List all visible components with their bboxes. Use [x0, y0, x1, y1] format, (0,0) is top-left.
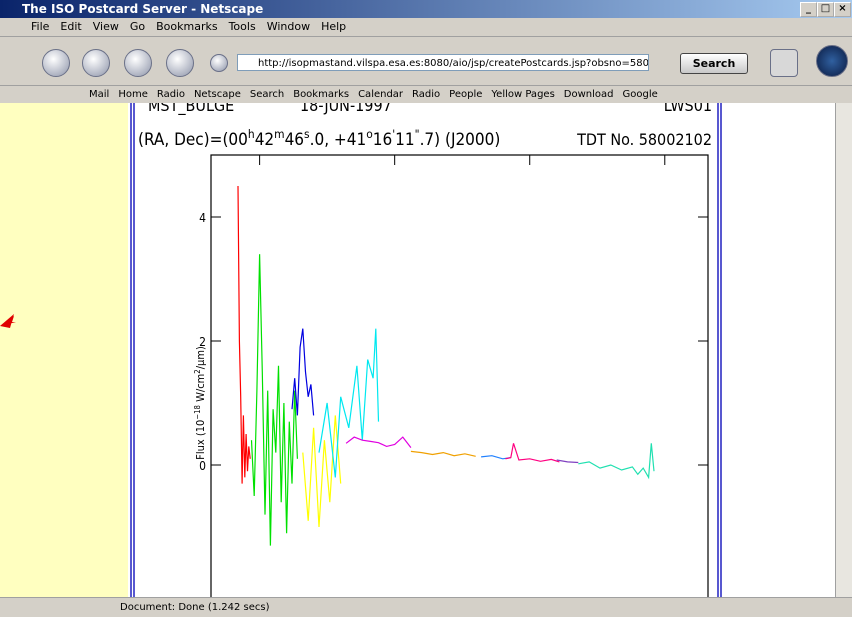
bookmark-item[interactable]: Download [564, 89, 614, 100]
y-axis-label-part: W/cm [194, 374, 207, 405]
coordinates-part: 42 [255, 130, 274, 150]
spectrum-line [238, 186, 250, 484]
menu-bar: File Edit View Go Bookmarks Tools Window Help [0, 18, 852, 37]
plot-frame [211, 155, 708, 597]
reload-button[interactable] [124, 49, 152, 77]
status-text: Document: Done (1.242 secs) [120, 602, 270, 613]
aot-name: LWS01 [664, 103, 712, 115]
bookmark-item[interactable]: Yellow Pages [491, 89, 554, 100]
y-axis-label-part: −18 [193, 405, 202, 420]
spectrum-line [505, 443, 559, 462]
scrollbar[interactable] [835, 103, 852, 597]
bookmark-item[interactable]: Home [118, 89, 148, 100]
forward-button[interactable] [82, 49, 110, 77]
bookmark-item[interactable]: Radio [412, 89, 440, 100]
y-tick-label: 2 [199, 335, 206, 349]
bookmark-item[interactable]: People [449, 89, 482, 100]
minimize-button[interactable]: _ [800, 2, 817, 17]
search-button[interactable]: Search [680, 53, 748, 74]
y-axis-label: Flux (10−18 W/cm2/μm) [193, 346, 208, 460]
side-panel [0, 103, 128, 597]
y-tick-label: 4 [199, 211, 206, 225]
red-arrow [0, 308, 20, 338]
menu-item[interactable]: Edit [60, 20, 81, 33]
back-button[interactable] [42, 49, 70, 77]
bookmark-item[interactable]: Radio [157, 89, 185, 100]
status-bar: Document: Done (1.242 secs) [0, 597, 852, 617]
menu-item[interactable]: View [93, 20, 119, 33]
spectrum-line [578, 443, 654, 477]
spectrum-line [411, 451, 476, 456]
coordinates: (RA, Dec)=(00h42m46s.0, +41o16'11".7) (J… [138, 127, 500, 150]
url-field[interactable]: http://isopmastand.vilspa.esa.es:8080/ai… [237, 54, 649, 71]
personal-toolbar: Mail Home Radio Netscape Search Bookmarks Cale… [0, 86, 852, 103]
coordinates-part: 11 [395, 130, 414, 150]
spectrum-line [346, 437, 411, 448]
coordinates-part: .0, +41 [310, 130, 367, 150]
y-axis-label-part: /μm) [194, 346, 207, 369]
spectrum-line [557, 460, 579, 463]
spectrum-line [252, 254, 298, 545]
go-button[interactable] [210, 54, 228, 72]
y-tick-label: 0 [199, 459, 206, 473]
menu-item[interactable]: Help [321, 20, 346, 33]
object-name: MST_BULGE [148, 103, 234, 116]
bookmark-item[interactable]: Bookmarks [293, 89, 349, 100]
coordinates-part: 46 [285, 130, 304, 150]
tdt-number: TDT No. 58002102 [576, 130, 712, 149]
obs-date: 18-JUN-1997 [300, 103, 392, 115]
maximize-button[interactable]: □ [817, 2, 834, 17]
stop-button[interactable] [166, 49, 194, 77]
print-button[interactable] [770, 49, 798, 77]
coordinates-part: m [274, 127, 284, 141]
bookmark-item[interactable]: Search [250, 89, 284, 100]
menu-item[interactable]: File [31, 20, 49, 33]
netscape-logo[interactable] [816, 45, 848, 77]
coordinates-part: (RA, Dec)=(00 [138, 130, 248, 150]
coordinates-part: 16 [373, 130, 392, 150]
y-axis-label-part: Flux (10 [194, 420, 207, 460]
bookmark-item[interactable]: Calendar [358, 89, 403, 100]
spectrum-line [319, 329, 379, 478]
menu-item[interactable]: Tools [229, 20, 256, 33]
title-bar: The ISO Postcard Server - Netscape _ □ × [0, 0, 852, 18]
menu-item[interactable]: Bookmarks [156, 20, 217, 33]
bookmark-item[interactable]: Mail [89, 89, 109, 100]
navigation-toolbar: http://isopmastand.vilspa.esa.es:8080/ai… [0, 37, 852, 86]
coordinates-part: .7) (J2000) [420, 130, 501, 150]
menu-item[interactable]: Go [130, 20, 145, 33]
window-title: The ISO Postcard Server - Netscape [22, 0, 263, 18]
browser-window: The ISO Postcard Server - Netscape _ □ ×… [0, 0, 852, 616]
close-button[interactable]: × [834, 2, 851, 17]
coordinates-part: h [248, 127, 255, 141]
bookmark-item[interactable]: Google [623, 89, 658, 100]
bookmark-item[interactable]: Netscape [194, 89, 241, 100]
menu-item[interactable]: Window [267, 20, 310, 33]
